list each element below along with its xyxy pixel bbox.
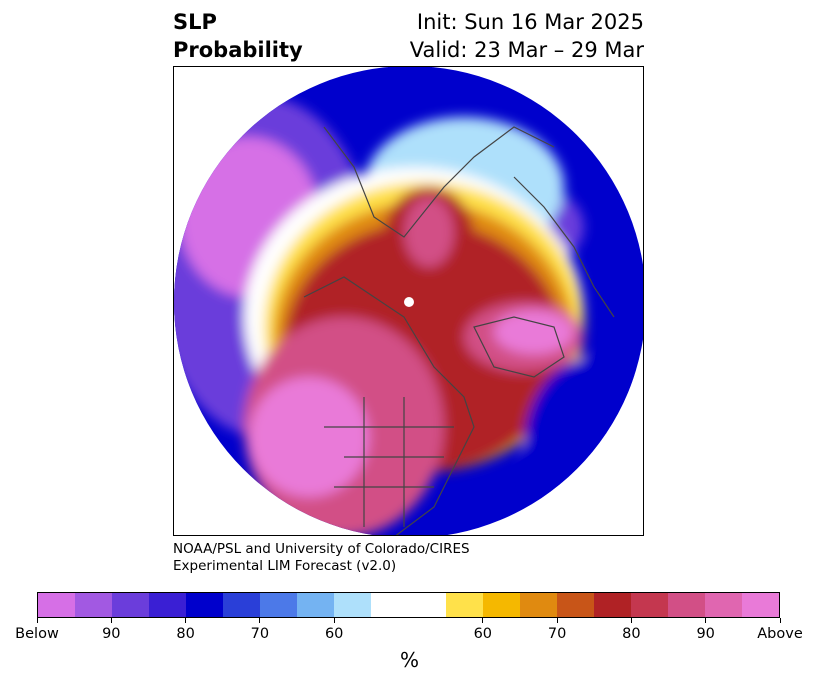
colorbar-ticks: Below 90 80 70 60 60 70 80 90 Above (0, 626, 819, 646)
colorbar-segment (260, 593, 298, 617)
colorbar-tick-mark (259, 618, 261, 623)
colorbar-segment (556, 593, 594, 617)
colorbar-segment (667, 593, 705, 617)
colorbar-tick-label: 60 (473, 626, 493, 642)
atlantic-high-core (494, 310, 574, 354)
coast-asia (323, 126, 555, 238)
colorbar-segment (741, 593, 779, 617)
colorbar-segment (38, 593, 76, 617)
us-borders (324, 397, 454, 527)
colorbar-tick-mark (630, 618, 632, 623)
colorbar-segment (630, 593, 668, 617)
colorbar-tick-label: 80 (176, 626, 195, 642)
colorbar-tick-mark (110, 618, 112, 623)
colorbar-segment (519, 593, 557, 617)
colorbar-segment (704, 593, 742, 617)
colorbar-tick-label: Above (757, 626, 803, 642)
colorbar-tick-label: 70 (547, 626, 567, 642)
credit-line-2: Experimental LIM Forecast (v2.0) (173, 558, 397, 574)
colorbar-segment (371, 593, 409, 617)
coast-north-america (303, 276, 475, 535)
colorbar-segment (112, 593, 150, 617)
colorbar-segment (445, 593, 483, 617)
coast-europe (513, 176, 615, 318)
colorbar (37, 592, 780, 618)
polar-map (173, 66, 644, 536)
valid-range: Valid: 23 Mar – 29 Mar (409, 38, 644, 62)
colorbar-segment (297, 593, 335, 617)
colorbar-tick-mark (36, 618, 38, 623)
colorbar-tick-mark (779, 618, 781, 623)
colorbar-segment (408, 593, 446, 617)
init-date: Init: Sun 16 Mar 2025 (416, 10, 644, 34)
colorbar-segment (149, 593, 187, 617)
colorbar-unit: % (399, 648, 419, 672)
colorbar-segment (482, 593, 520, 617)
credit-block: NOAA/PSL and University of Colorado/CIRE… (173, 541, 470, 575)
north-pole-marker (404, 297, 414, 307)
colorbar-tick-label: 90 (102, 626, 121, 642)
credit-line-1: NOAA/PSL and University of Colorado/CIRE… (173, 541, 470, 557)
colorbar-segment (75, 593, 113, 617)
colorbar-tick-mark (482, 618, 484, 623)
colorbar-tick-label: Below (15, 626, 59, 642)
title-line-1: SLP (173, 10, 217, 34)
colorbar-segment (593, 593, 631, 617)
colorbar-tick-label: 80 (622, 626, 641, 642)
colorbar-segment (223, 593, 261, 617)
colorbar-tick-mark (556, 618, 558, 623)
siberia-high-core (404, 197, 454, 267)
colorbar-segment (186, 593, 224, 617)
forecast-dates: Init: Sun 16 Mar 2025 Valid: 23 Mar – 29… (410, 8, 644, 64)
colorbar-tick-label: 90 (696, 626, 715, 642)
coastlines (303, 126, 615, 535)
colorbar-segment (334, 593, 372, 617)
map-title: SLP Probability (173, 8, 303, 64)
colorbar-tick-mark (185, 618, 187, 623)
probability-map-svg (174, 67, 643, 535)
coast-greenland (473, 316, 565, 378)
colorbar-tick-mark (705, 618, 707, 623)
colorbar-tick-mark (333, 618, 335, 623)
colorbar-tick-label: 70 (250, 626, 270, 642)
north-america-high-core (249, 377, 369, 497)
colorbar-tick-label: 60 (324, 626, 344, 642)
title-line-2: Probability (173, 38, 303, 62)
